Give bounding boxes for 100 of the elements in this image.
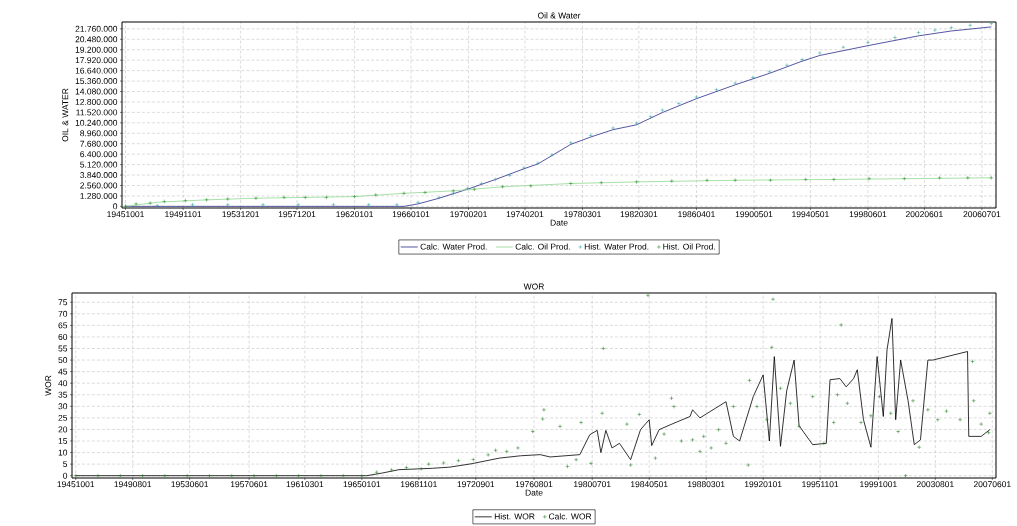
y-tick-label: 0 bbox=[113, 203, 118, 210]
y-tick-label: 14.080.000 bbox=[75, 88, 118, 95]
y-tick-label: 15 bbox=[58, 438, 68, 444]
point bbox=[803, 177, 808, 182]
point bbox=[352, 194, 357, 199]
y-tick-label: 25 bbox=[58, 414, 68, 421]
x-tick-label: 19820301 bbox=[620, 211, 658, 218]
point bbox=[373, 192, 378, 197]
x-tick-label: 19720901 bbox=[457, 481, 495, 488]
x-tick-label: 20030801 bbox=[916, 481, 954, 488]
y-tick-label: 45 bbox=[58, 368, 68, 375]
point bbox=[676, 101, 681, 106]
point bbox=[568, 140, 573, 145]
point bbox=[733, 81, 738, 86]
point bbox=[784, 63, 789, 68]
point bbox=[394, 202, 399, 207]
point bbox=[932, 28, 937, 33]
point bbox=[500, 184, 505, 189]
y-tick-label: 55 bbox=[58, 345, 68, 352]
y-tick-label: 50 bbox=[58, 357, 68, 364]
x-tick-label: 19900501 bbox=[735, 211, 773, 218]
y-tick-label: 35 bbox=[58, 391, 68, 398]
y-tick-label: 15.360.000 bbox=[75, 78, 118, 85]
point bbox=[204, 197, 209, 202]
point bbox=[296, 202, 301, 207]
chart-title: Oil & Water bbox=[537, 12, 581, 19]
point bbox=[949, 25, 954, 30]
point bbox=[902, 176, 907, 181]
point bbox=[831, 177, 836, 182]
x-tick-label: 19490801 bbox=[114, 481, 152, 488]
y-tick-label: 5.120.000 bbox=[80, 161, 118, 168]
x-tick-label: 19740201 bbox=[506, 211, 544, 218]
point bbox=[937, 175, 942, 180]
point bbox=[493, 177, 498, 182]
point bbox=[324, 195, 329, 200]
y-tick-label: 75 bbox=[58, 299, 68, 306]
point bbox=[437, 195, 442, 200]
point bbox=[768, 178, 773, 183]
point bbox=[225, 202, 230, 207]
y-tick-label: 5 bbox=[63, 461, 68, 468]
x-tick-label: 19531201 bbox=[222, 211, 260, 218]
x-tick-label: 19620101 bbox=[336, 211, 374, 218]
y-tick-label: 70 bbox=[58, 310, 68, 317]
x-tick-label: 20070601 bbox=[973, 481, 1011, 488]
x-tick-label: 19610301 bbox=[286, 481, 324, 488]
y-tick-label: 8.960.000 bbox=[80, 130, 118, 137]
y-tick-label: 1.280.000 bbox=[80, 192, 118, 199]
x-tick-label: 19920101 bbox=[744, 481, 782, 488]
point bbox=[303, 195, 308, 200]
y-tick-label: 65 bbox=[58, 322, 68, 329]
y-tick-label: 11.520.000 bbox=[76, 109, 118, 116]
x-tick-label: 19880301 bbox=[687, 481, 725, 488]
point bbox=[568, 181, 573, 186]
point bbox=[599, 180, 604, 185]
point bbox=[610, 126, 616, 131]
point bbox=[366, 202, 371, 207]
point bbox=[465, 186, 470, 191]
y-tick-label: 10 bbox=[58, 449, 68, 456]
x-tick-label: 19570601 bbox=[230, 481, 268, 488]
y-tick-label: 3.840.000 bbox=[80, 172, 118, 179]
point bbox=[648, 114, 653, 119]
y-axis-title: OIL & WATER bbox=[62, 88, 69, 142]
x-tick-label: 20060701 bbox=[963, 211, 1001, 218]
chart-title: WOR bbox=[523, 283, 544, 290]
point bbox=[865, 40, 871, 45]
x-tick-label: 19451001 bbox=[107, 211, 144, 218]
legend-label: Calc. Oil Prod. bbox=[515, 243, 570, 250]
point bbox=[968, 23, 973, 28]
x-tick-label: 19860401 bbox=[678, 211, 715, 218]
x-tick-label: 19571201 bbox=[278, 211, 316, 218]
x-tick-label: 19660101 bbox=[392, 211, 430, 218]
y-tick-label: 21.760.000 bbox=[75, 25, 118, 32]
x-tick-label: 19840501 bbox=[631, 481, 668, 488]
x-tick-label: 19940501 bbox=[792, 211, 829, 218]
y-tick-label: 30 bbox=[58, 403, 68, 410]
point bbox=[634, 121, 639, 126]
x-tick-label: 20020601 bbox=[905, 211, 943, 218]
y-tick-label: 6.400.000 bbox=[80, 151, 118, 158]
point bbox=[225, 196, 230, 202]
y-tick-label: 12.800.000 bbox=[75, 98, 118, 105]
y-tick-label: 19.200.000 bbox=[75, 46, 118, 53]
point bbox=[669, 179, 674, 184]
point bbox=[260, 202, 266, 207]
y-tick-label: 16.640.000 bbox=[75, 67, 118, 74]
point bbox=[401, 191, 406, 196]
point bbox=[415, 200, 421, 205]
x-tick-label: 19980601 bbox=[849, 211, 887, 218]
point bbox=[733, 178, 738, 183]
point bbox=[190, 202, 195, 207]
point bbox=[660, 108, 665, 113]
x-tick-label: 19780301 bbox=[564, 211, 601, 218]
y-tick-label: 7.680.000 bbox=[80, 140, 118, 147]
x-tick-label: 19800701 bbox=[574, 481, 611, 488]
y-tick-label: 0 bbox=[63, 472, 68, 479]
x-tick-label: 19681101 bbox=[400, 481, 437, 488]
point bbox=[535, 161, 540, 166]
x-tick-label: 19951101 bbox=[802, 481, 839, 488]
point bbox=[989, 175, 994, 180]
point bbox=[989, 21, 994, 26]
x-tick-label: 19760801 bbox=[515, 481, 553, 488]
